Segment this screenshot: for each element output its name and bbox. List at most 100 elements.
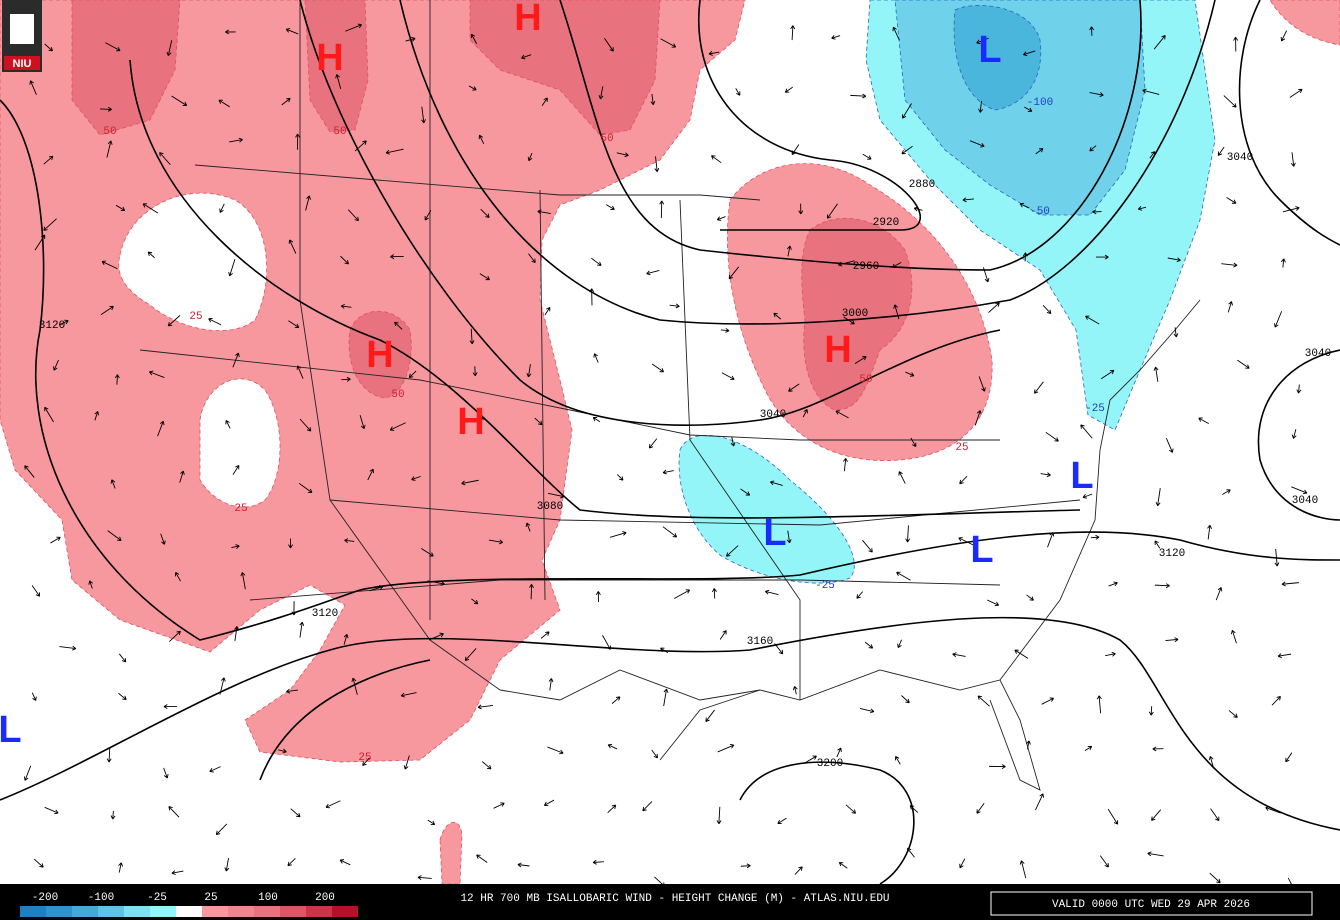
wind-arrow (898, 471, 906, 484)
wind-arrow (339, 859, 351, 866)
wind-arrow (529, 584, 534, 600)
wind-arrow (115, 204, 126, 211)
wind-arrow (231, 544, 240, 549)
wind-arrow (728, 266, 740, 280)
wind-arrow (1215, 587, 1223, 601)
wind-arrow (906, 847, 915, 858)
wind-arrow (862, 153, 872, 160)
wind-arrow (642, 801, 653, 812)
wind-arrow (1096, 695, 1102, 714)
wind-arrow (1233, 36, 1239, 52)
change-label: -25 (1085, 403, 1105, 415)
wind-arrow (842, 458, 848, 472)
wind-arrow (740, 488, 751, 496)
wind-arrow (1107, 808, 1119, 825)
wind-arrow (802, 408, 808, 418)
wind-arrow (527, 153, 533, 162)
wind-arrow (544, 306, 551, 316)
wind-arrow (1108, 581, 1118, 587)
wind-arrow (987, 599, 1000, 607)
wind-arrow (1026, 594, 1034, 601)
wind-arrow (281, 97, 291, 106)
wind-arrow (44, 43, 53, 52)
wind-arrow (24, 465, 35, 478)
wind-arrow (34, 234, 46, 251)
change-label: -25 (815, 580, 835, 592)
wind-arrow (720, 327, 730, 333)
wind-arrow (1014, 649, 1029, 659)
wind-arrow (616, 152, 629, 158)
wind-arrow (528, 253, 536, 264)
wind-arrow (792, 686, 798, 695)
wind-arrow (1165, 438, 1174, 453)
wind-arrow (471, 598, 479, 605)
wind-arrow (595, 591, 601, 603)
change-label: 25 (234, 503, 247, 515)
legend-swatch (46, 906, 72, 917)
change-label: 50 (333, 126, 346, 138)
wind-arrow (977, 695, 990, 707)
wind-arrow (1237, 359, 1250, 369)
wind-arrow (58, 319, 69, 326)
wind-arrow (862, 539, 873, 553)
low-center: L (0, 709, 22, 751)
wind-arrow (472, 366, 478, 377)
legend-label: 200 (315, 892, 335, 904)
wind-arrow (1034, 381, 1044, 394)
wind-arrow (400, 692, 417, 698)
wind-arrow (660, 38, 677, 48)
wind-arrow (651, 749, 658, 759)
legend-label: -100 (88, 892, 114, 904)
low-center: L (1070, 455, 1093, 497)
wind-arrow (892, 26, 900, 41)
wind-arrow (209, 766, 221, 773)
wind-arrow (773, 312, 782, 320)
wind-arrow (232, 464, 240, 475)
wind-arrow (969, 140, 985, 148)
wind-arrow (53, 359, 59, 371)
wind-arrow (909, 805, 919, 813)
wind-arrow (157, 420, 165, 437)
contour-label: 3120 (1159, 548, 1185, 560)
legend-label: 100 (258, 892, 278, 904)
wind-arrow (831, 35, 841, 40)
wind-arrow (478, 134, 485, 145)
contour-label: 2880 (909, 179, 935, 191)
legend-swatch (228, 906, 254, 917)
low-center: L (763, 512, 786, 554)
wind-arrow (225, 419, 231, 429)
wind-arrow (674, 589, 691, 599)
wind-arrow (403, 755, 410, 770)
wind-arrow (44, 406, 54, 423)
wind-arrow (390, 254, 404, 260)
wind-arrow (764, 589, 779, 595)
wind-arrow (1281, 581, 1299, 587)
wind-arrow (837, 260, 855, 267)
wind-arrow (905, 371, 915, 377)
wind-arrow (94, 411, 100, 421)
wind-arrow (110, 810, 116, 820)
wind-arrow (219, 677, 226, 695)
wind-arrow (1082, 493, 1093, 499)
wind-arrow (228, 259, 236, 277)
wind-arrow (952, 652, 966, 658)
legend-swatch (176, 906, 202, 917)
wind-arrow (362, 757, 370, 766)
high-center: H (514, 0, 541, 39)
wind-arrow (662, 469, 674, 475)
legend-swatch (98, 906, 124, 917)
wind-arrow (1277, 653, 1292, 659)
wind-arrow (288, 239, 297, 254)
wind-arrow (291, 601, 297, 616)
wind-arrow (548, 678, 554, 691)
wind-arrow (864, 641, 874, 649)
change-label: 50 (391, 389, 404, 401)
contour-label: 3080 (537, 501, 563, 513)
wind-arrow (708, 51, 720, 56)
wind-arrow (1024, 106, 1033, 112)
wind-arrow (1222, 489, 1231, 495)
wind-arrow (719, 630, 727, 640)
wind-arrow (305, 195, 311, 211)
change-label: 50 (103, 126, 116, 138)
wind-arrow (607, 804, 617, 814)
